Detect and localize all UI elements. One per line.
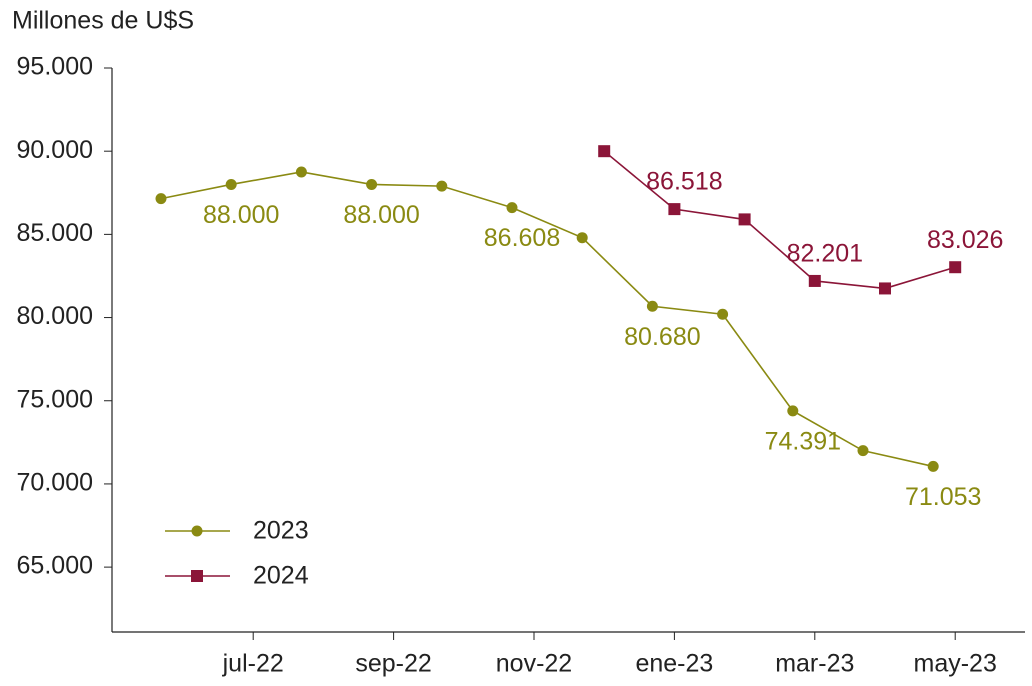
data-point: [927, 460, 939, 472]
value-label: 74.391: [765, 427, 841, 455]
y-tick-label: 90.000: [17, 136, 93, 164]
data-point: [225, 178, 237, 190]
y-tick-label: 80.000: [17, 302, 93, 330]
data-point: [717, 308, 729, 320]
data-point: [295, 166, 307, 178]
value-label: 82.201: [787, 240, 863, 268]
data-point: [366, 178, 378, 190]
value-label: 88.000: [343, 201, 419, 229]
x-tick-label: nov-22: [496, 650, 572, 678]
x-tick-label: mar-23: [775, 650, 854, 678]
x-tick-label: ene-23: [635, 650, 713, 678]
value-label: 83.026: [927, 226, 1003, 254]
data-point: [857, 445, 869, 457]
value-label: 71.053: [905, 483, 981, 511]
data-point: [436, 180, 448, 192]
y-axis-title: Millones de U$S: [12, 7, 194, 35]
y-tick-label: 70.000: [17, 469, 93, 497]
y-tick-label: 65.000: [17, 552, 93, 580]
legend-marker: [191, 525, 203, 537]
value-label: 80.680: [624, 323, 700, 351]
data-point: [646, 300, 658, 312]
series-line: [603, 150, 956, 290]
data-point: [576, 232, 588, 244]
x-tick-label: may-23: [914, 650, 997, 678]
legend-marker: [191, 570, 203, 582]
y-tick-label: 75.000: [17, 385, 93, 413]
data-point: [787, 405, 799, 417]
value-label: 86.608: [484, 224, 560, 252]
data-point: [808, 274, 821, 287]
value-label: 86.518: [646, 168, 722, 196]
data-point: [879, 282, 891, 295]
data-point: [668, 203, 681, 216]
data-point: [949, 261, 962, 274]
y-tick-label: 95.000: [17, 53, 93, 81]
legend-label: 2023: [253, 517, 309, 545]
data-point: [738, 213, 751, 226]
data-point: [155, 193, 167, 205]
x-tick-label: sep-22: [355, 650, 431, 678]
y-tick-label: 85.000: [17, 219, 93, 247]
value-label: 88.000: [203, 201, 279, 229]
series-line: [160, 171, 934, 468]
data-point: [598, 145, 611, 158]
legend-label: 2024: [253, 562, 309, 590]
x-tick-label: jul-22: [222, 650, 284, 678]
data-point: [506, 202, 518, 214]
